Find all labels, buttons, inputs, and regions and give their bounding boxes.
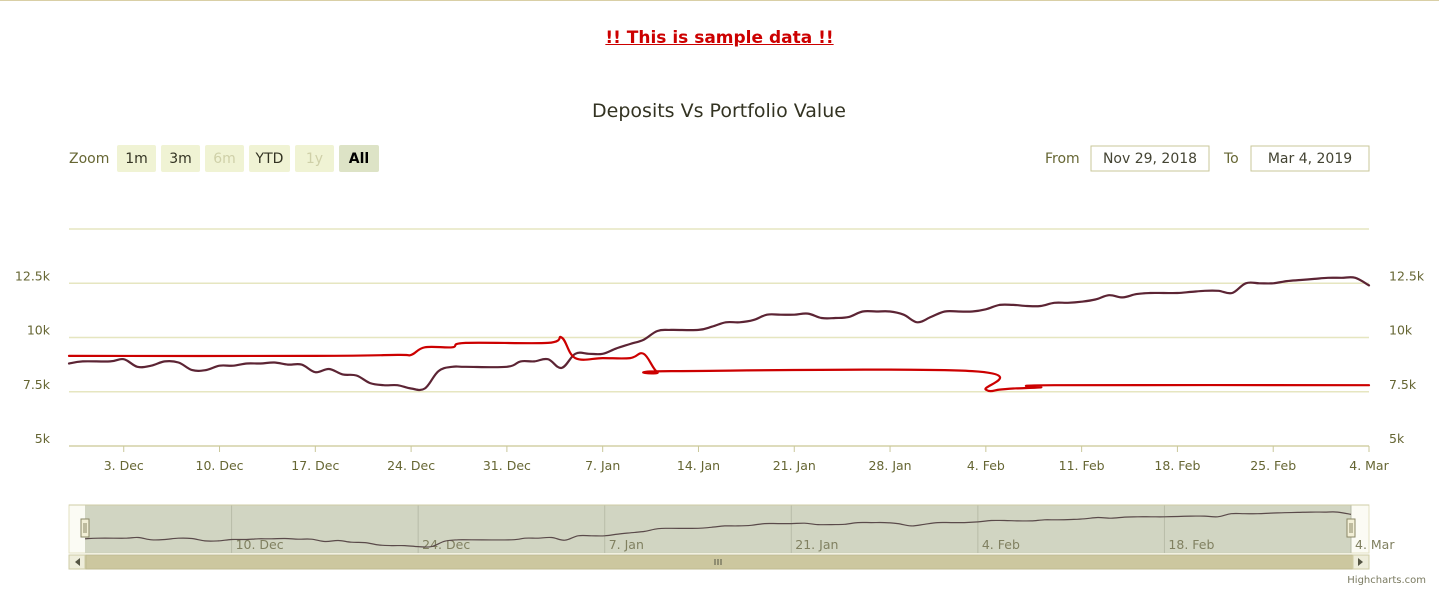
highcharts-credit[interactable]: Highcharts.com	[1347, 575, 1426, 586]
y-tick-label-left: 5k	[35, 431, 51, 446]
navigator-x-label: 18. Feb	[1168, 537, 1214, 552]
x-axis: 3. Dec 10. Dec 17. Dec 24. Dec 31. Dec 7. Jan…	[104, 446, 1390, 473]
zoom-button-3m[interactable]: 3m	[161, 145, 200, 172]
zoom-button-label: 6m	[213, 151, 236, 167]
x-tick-label: 21. Jan	[773, 458, 816, 473]
zoom-button-label: 3m	[169, 151, 192, 167]
zoom-label: Zoom	[69, 151, 109, 167]
navigator-x-label: 7. Jan	[609, 537, 644, 552]
zoom-button-label: 1m	[125, 151, 148, 167]
x-tick-label: 28. Jan	[868, 458, 911, 473]
zoom-button-label: YTD	[255, 151, 284, 167]
navigator[interactable]: 10. Dec 24. Dec 7. Jan 21. Jan 4. Feb 18. Feb…	[69, 505, 1395, 553]
y-tick-label-left: 12.5k	[15, 268, 51, 283]
zoom-buttons: 1m 3m 6m YTD 1y All	[117, 145, 379, 172]
x-tick-label: 31. Dec	[483, 458, 531, 473]
navigator-x-label: 4. Mar	[1355, 537, 1395, 552]
zoom-button-1y: 1y	[295, 145, 334, 172]
y-tick-label-right: 12.5k	[1389, 268, 1425, 283]
scrollbar[interactable]	[69, 555, 1369, 569]
scroll-left-button[interactable]	[69, 555, 85, 569]
x-tick-label: 3. Dec	[104, 458, 144, 473]
scroll-right-button[interactable]	[1353, 555, 1369, 569]
to-date-value: Mar 4, 2019	[1268, 151, 1352, 167]
range-selector: Zoom 1m 3m 6m YTD 1y All From Nov 29, 2018 To…	[69, 145, 1369, 172]
to-date-input[interactable]: Mar 4, 2019	[1251, 146, 1369, 171]
x-tick-label: 25. Feb	[1250, 458, 1296, 473]
grid-lines	[69, 229, 1369, 446]
y-axis-left: 5k 7.5k 10k 12.5k	[15, 268, 51, 446]
x-tick-label: 7. Jan	[585, 458, 620, 473]
scrollbar-thumb[interactable]	[86, 555, 1353, 569]
to-label: To	[1223, 151, 1239, 167]
from-label: From	[1045, 151, 1080, 167]
y-axis-right: 5k 7.5k 10k 12.5k	[1389, 268, 1425, 446]
x-tick-label: 10. Dec	[196, 458, 244, 473]
series-line-primary	[69, 277, 1369, 390]
x-tick-label: 18. Feb	[1154, 458, 1200, 473]
from-date-input[interactable]: Nov 29, 2018	[1091, 146, 1209, 171]
navigator-x-label: 4. Feb	[982, 537, 1020, 552]
zoom-button-6m: 6m	[205, 145, 244, 172]
zoom-button-ytd[interactable]: YTD	[249, 145, 290, 172]
x-tick-label: 14. Jan	[677, 458, 720, 473]
y-tick-label-right: 5k	[1389, 431, 1405, 446]
from-date-value: Nov 29, 2018	[1103, 151, 1197, 167]
plot-series	[69, 277, 1369, 391]
y-tick-label-right: 7.5k	[1389, 377, 1417, 392]
x-tick-label: 4. Mar	[1349, 458, 1389, 473]
navigator-handle-left[interactable]	[81, 519, 89, 537]
zoom-button-label: 1y	[306, 151, 323, 167]
y-tick-label-left: 7.5k	[23, 377, 51, 392]
x-tick-label: 24. Dec	[387, 458, 435, 473]
zoom-button-label: All	[349, 151, 369, 167]
chart-title: Deposits Vs Portfolio Value	[592, 100, 846, 122]
x-tick-label: 17. Dec	[291, 458, 339, 473]
x-tick-label: 4. Feb	[967, 458, 1005, 473]
y-tick-label-left: 10k	[27, 323, 51, 338]
navigator-handle-right[interactable]	[1347, 519, 1355, 537]
zoom-button-1m[interactable]: 1m	[117, 145, 156, 172]
navigator-x-label: 21. Jan	[795, 537, 838, 552]
zoom-button-all[interactable]: All	[339, 145, 379, 172]
y-tick-label-right: 10k	[1389, 323, 1413, 338]
x-tick-label: 11. Feb	[1059, 458, 1105, 473]
